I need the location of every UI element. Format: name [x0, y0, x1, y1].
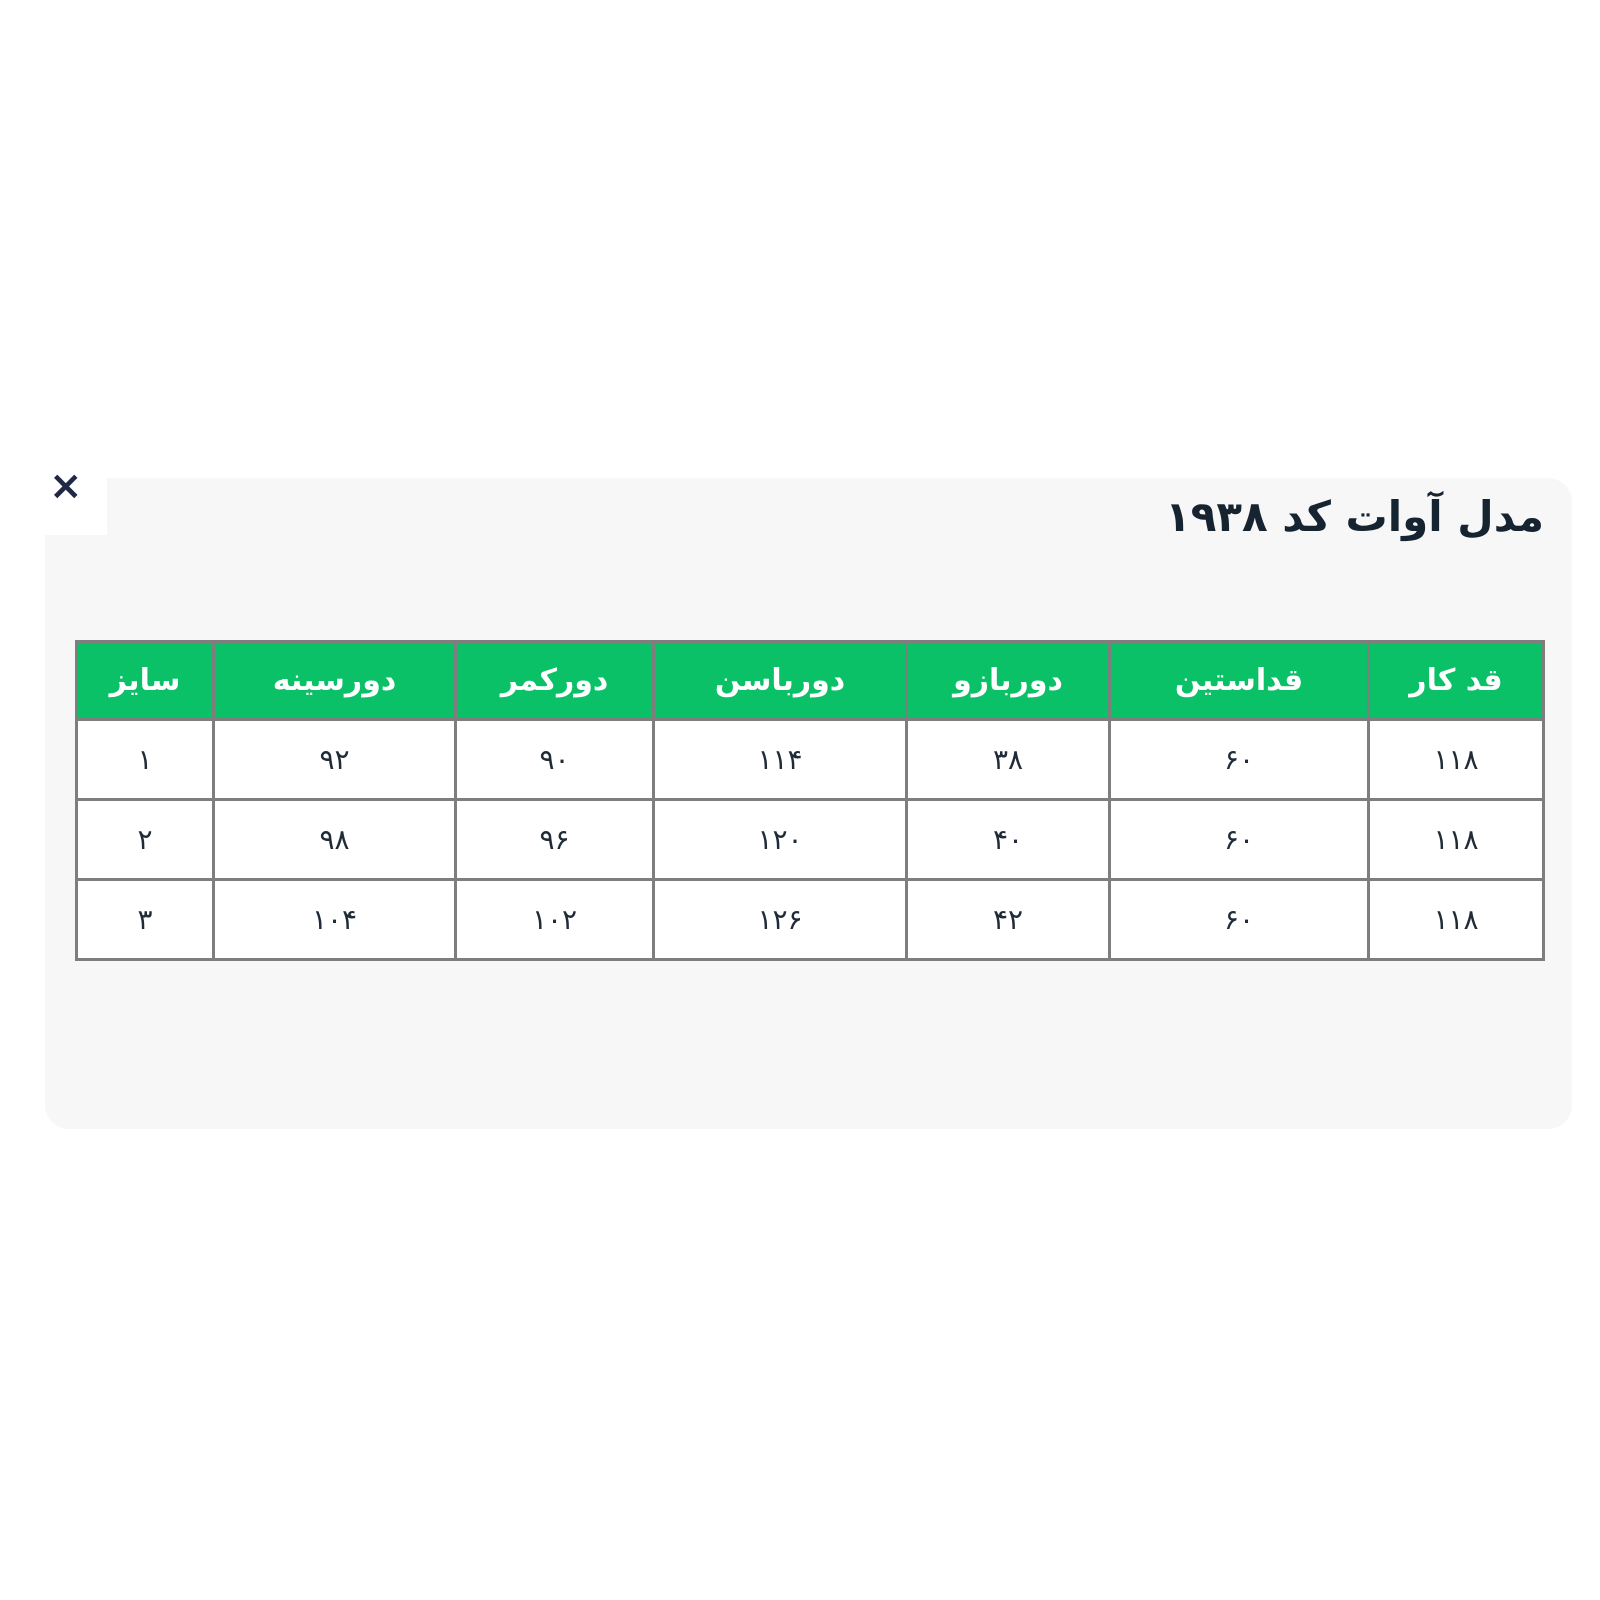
table-cell: ۲	[75, 798, 215, 881]
table-cell: ۳	[75, 878, 215, 961]
size-chart-container: قد کار قداستین دوربازو دورباسن دورکمر دو…	[75, 640, 1545, 961]
table-cell: ۱۲۰	[652, 798, 908, 881]
table-cell: ۱۱۸	[1367, 798, 1545, 881]
table-row: ۱۱۸ ۶۰ ۴۰ ۱۲۰ ۹۶ ۹۸ ۲	[75, 798, 1545, 881]
modal-title: مدل آوات کد ۱۹۳۸	[1165, 492, 1544, 541]
table-cell: ۹۸	[212, 798, 457, 881]
size-guide-modal: × مدل آوات کد ۱۹۳۸ قد کار قداستین دورباز…	[45, 466, 1572, 1129]
close-button[interactable]: ×	[45, 466, 107, 535]
table-cell: ۶۰	[1108, 878, 1370, 961]
table-cell: ۱۱۸	[1367, 718, 1545, 801]
table-row: ۱۱۸ ۶۰ ۴۲ ۱۲۶ ۱۰۲ ۱۰۴ ۳	[75, 878, 1545, 961]
table-cell: ۱۲۶	[652, 878, 908, 961]
column-header-waist-circumference: دورکمر	[454, 640, 655, 721]
table-cell: ۹۲	[212, 718, 457, 801]
table-cell: ۱۱۸	[1367, 878, 1545, 961]
table-cell: ۴۲	[905, 878, 1111, 961]
table-cell: ۱۱۴	[652, 718, 908, 801]
table-cell: ۴۰	[905, 798, 1111, 881]
column-header-size: سایز	[75, 640, 215, 721]
table-row: ۱۱۸ ۶۰ ۳۸ ۱۱۴ ۹۰ ۹۲ ۱	[75, 718, 1545, 801]
table-cell: ۹۶	[454, 798, 655, 881]
table-cell: ۶۰	[1108, 798, 1370, 881]
column-header-sleeve-length: قداستین	[1108, 640, 1370, 721]
table-cell: ۱۰۴	[212, 878, 457, 961]
table-cell: ۳۸	[905, 718, 1111, 801]
table-cell: ۹۰	[454, 718, 655, 801]
column-header-bust-circumference: دورسینه	[212, 640, 457, 721]
table-cell: ۱۰۲	[454, 878, 655, 961]
table-cell: ۱	[75, 718, 215, 801]
size-chart-table: قد کار قداستین دوربازو دورباسن دورکمر دو…	[75, 640, 1545, 961]
column-header-arm-circumference: دوربازو	[905, 640, 1111, 721]
column-header-hip-circumference: دورباسن	[652, 640, 908, 721]
header-row: قد کار قداستین دوربازو دورباسن دورکمر دو…	[75, 640, 1545, 721]
close-icon: ×	[49, 463, 83, 509]
column-header-work-length: قد کار	[1367, 640, 1545, 721]
table-cell: ۶۰	[1108, 718, 1370, 801]
